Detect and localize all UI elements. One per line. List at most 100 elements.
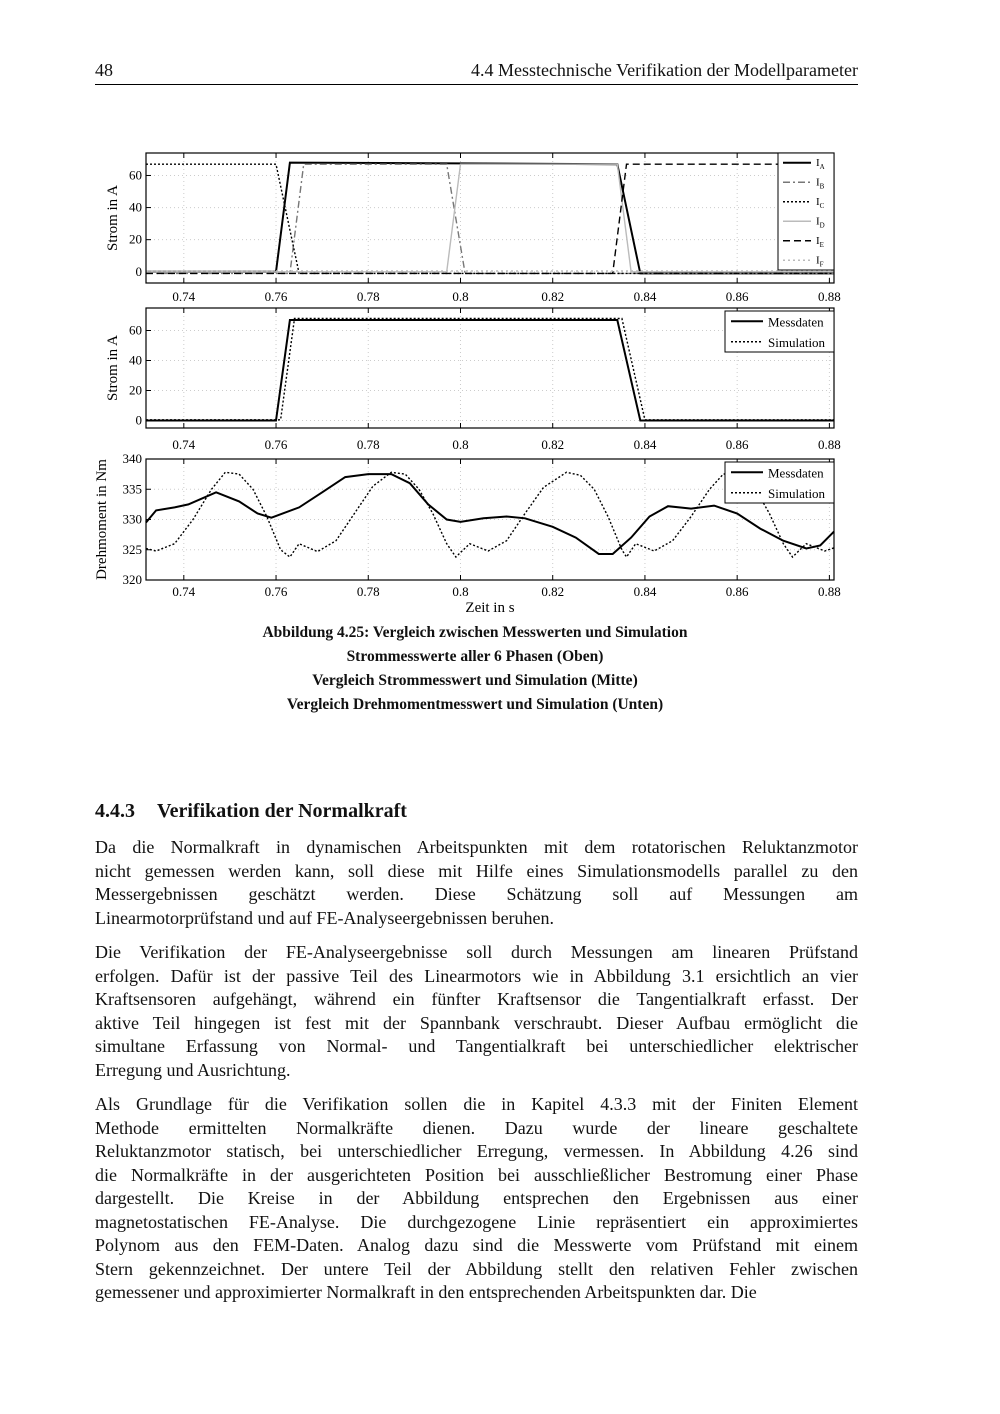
x-tick-label: 0.76 [265,584,288,599]
series-line [146,163,834,275]
plot-frame [145,152,835,284]
x-tick-label: 0.84 [634,437,657,452]
x-tick-label: 0.78 [357,289,380,304]
legend-label: IE [816,235,824,249]
x-tick-label: 0.86 [726,437,749,452]
legend-box [777,152,835,271]
series-line [146,161,834,275]
legend: Messdaten Simulation [724,310,835,353]
figure-caption-line: Vergleich Strommesswert und Simulation (… [312,672,638,689]
y-tick-label: 60 [129,323,142,338]
y-axis-label: Strom in A [105,335,121,401]
text-line: Messergebnissen geschätzt werden. Diese … [95,884,858,904]
x-tick-label: 0.84 [634,289,657,304]
x-tick-label: 0.74 [172,289,195,304]
section-number: 4.4.3 [95,800,135,822]
y-tick-label: 20 [129,383,142,398]
text-line: aktive Teil hingegen ist fest mit der Sp… [95,1012,858,1033]
text-line: Stern gekennzeichnet. Der untere Teil de… [95,1258,858,1279]
plot-frame [145,458,835,581]
x-tick-label: 0.8 [452,437,468,452]
legend-label: IB [816,176,825,190]
text-line: Da die Normalkraft in dynamischen Arbeit… [95,837,858,857]
y-axis-label: Strom in A [105,185,121,251]
x-tick-label: 0.78 [357,584,380,599]
legend-subscript: D [820,221,825,229]
x-axis-label: Zeit in s [465,600,514,616]
text-line: nicht gemessen werden kann, soll diese m… [95,860,858,881]
x-tick-label: 0.8 [452,584,468,599]
text-line: Methode ermittelten Normalkräfte dienen.… [95,1117,858,1138]
series-line [146,163,834,273]
legend-box [724,461,835,504]
text-line: dargestellt. Die Kreise in der Abbildung… [95,1188,858,1208]
y-tick-label: 20 [129,232,142,247]
series-line [145,473,835,555]
text-line: erfolgen. Dafür ist der passive Teil des… [95,965,858,986]
legend: IA IB IC ID IE IF [777,152,835,271]
x-tick-label: 0.88 [818,437,841,452]
x-tick-label: 0.76 [265,289,288,304]
x-tick-label: 0.86 [726,584,749,599]
text-line: Kraftsensoren aufgehängt, während ein fü… [95,989,858,1009]
x-tick-label: 0.82 [541,289,564,304]
figure-caption-line: Vergleich Drehmomentmesswert und Simulat… [286,696,664,713]
text-line: simultane Erfassung von Normal- und Tang… [95,1036,858,1056]
y-tick-label: 40 [129,200,142,215]
paragraph: Die Verifikation der FE-Analyseergebniss… [95,941,858,1082]
x-tick-label: 0.8 [452,289,468,304]
legend-label: IC [816,196,825,210]
figure-caption-line: Strommesswerte aller 6 Phasen (Oben) [346,648,604,665]
section-title: Verifikation der Normalkraft [157,800,407,822]
legend-label: Simulation [768,486,826,501]
text-line: magnetostatischen FE-Analyse. Die durchg… [95,1211,858,1232]
legend-label: IF [816,254,824,268]
x-tick-label: 0.74 [172,437,195,452]
y-tick-label: 340 [123,451,143,466]
x-tick-label: 0.76 [265,437,288,452]
y-axis-label: Drehmoment in Nm [94,459,110,580]
y-tick-label: 320 [123,572,143,587]
paragraph: Als Grundlage für die Verifikation solle… [95,1093,858,1305]
legend-subscript: E [820,241,824,249]
text-line: Die Verifikation der FE-Analyseergebniss… [95,942,858,962]
x-tick-label: 0.84 [634,584,657,599]
series-line [146,163,834,275]
series-line [146,163,834,275]
legend: Messdaten Simulation [724,461,835,504]
legend-box [724,310,835,353]
legend-label: ID [816,215,825,229]
series-line [146,317,834,421]
text-line: Als Grundlage für die Verifikation solle… [95,1094,858,1114]
y-tick-label: 40 [129,353,142,368]
y-tick-label: 325 [123,542,143,557]
chart-2: 0.74 0.76 0.78 0.8 0.82 0.84 0.86 0.88 0 20 40 60 Me… [105,307,841,452]
x-tick-label: 0.88 [818,289,841,304]
x-tick-label: 0.74 [172,584,195,599]
x-tick-label: 0.88 [818,584,841,599]
text-line: Linearmotorprüfstand und auf FE-Analysee… [95,907,555,928]
legend-label: IA [816,157,825,171]
legend-subscript: A [820,163,825,171]
running-header: 4.4 Messtechnische Verifikation der Mode… [470,60,858,80]
header-rule [95,84,858,85]
legend-subscript: F [820,260,824,268]
x-tick-label: 0.82 [541,584,564,599]
y-tick-label: 0 [136,413,143,428]
plot-frame [145,307,835,429]
paragraph: Da die Normalkraft in dynamischen Arbeit… [95,836,858,930]
figure-4-25: 0.74 0.76 0.78 0.8 0.82 0.84 0.86 0.88 0 20 40 60 IA… [94,152,841,616]
legend-label: Messdaten [768,465,824,480]
text-line: Polynom aus den FEM-Daten. Analog dazu s… [95,1235,858,1255]
text-line: Erregung und Ausrichtung. [95,1059,291,1080]
figure-caption-line: Abbildung 4.25: Vergleich zwischen Messw… [262,624,688,641]
chart-3: 0.74 0.76 0.78 0.8 0.82 0.84 0.86 0.88 320 325 330… [94,451,841,616]
legend-subscript: C [820,202,825,210]
chart-1: 0.74 0.76 0.78 0.8 0.82 0.84 0.86 0.88 0 20 40 60 IA… [105,152,841,304]
y-tick-label: 0 [136,264,143,279]
section-heading: 4.4.3 Verifikation der Normalkraft [95,800,407,823]
x-tick-label: 0.78 [357,437,380,452]
legend-label: Simulation [768,335,826,350]
text-line: gemessener und approximierter Normalkraf… [95,1282,757,1302]
legend-label: Messdaten [768,314,824,329]
